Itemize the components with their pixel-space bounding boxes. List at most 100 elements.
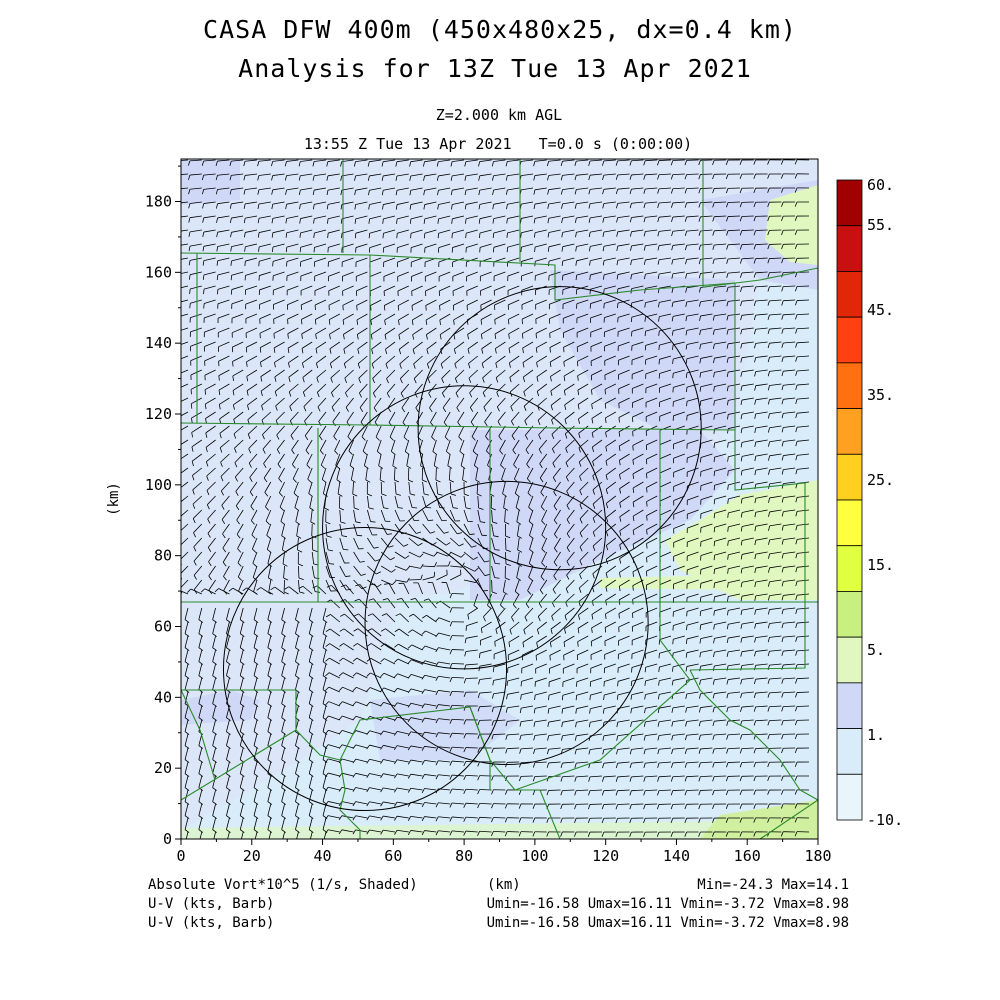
wind-barb-flag: [781, 595, 784, 601]
wind-barb-shaft: [390, 439, 396, 452]
wind-barb-shaft: [686, 271, 699, 275]
wind-barb-flag: [422, 479, 428, 483]
wind-barb-shaft: [541, 523, 548, 536]
wind-barb-shaft: [208, 551, 216, 562]
wind-barb-flag: [601, 790, 605, 796]
wind-barb-shaft: [755, 453, 768, 457]
wind-barb-shaft: [646, 481, 658, 488]
wind-barb-shaft: [755, 635, 768, 638]
wind-barb-shaft: [769, 467, 782, 471]
wind-barb-flag: [370, 521, 376, 523]
wind-barb-flag: [712, 790, 715, 796]
wind-barb-flag: [198, 619, 204, 623]
wind-barb-shaft: [343, 628, 354, 637]
wind-barb-shaft: [328, 758, 340, 763]
wind-barb-shaft: [755, 327, 768, 330]
wind-barb-shaft: [551, 607, 561, 617]
wind-barb-flag: [324, 701, 329, 706]
wind-barb-shaft: [741, 537, 754, 541]
wind-barb-flag: [538, 449, 542, 454]
wind-barb-flag: [533, 735, 536, 741]
wind-barb-shaft: [226, 663, 230, 676]
wind-barb-shaft: [673, 635, 685, 640]
wind-barb-flag: [781, 511, 784, 517]
wind-barb-shaft: [203, 173, 216, 176]
wind-barb-flag: [548, 695, 550, 701]
wind-barb-flag: [283, 591, 289, 595]
wind-barb-flag: [324, 815, 329, 821]
wind-barb-flag: [399, 363, 402, 369]
wind-barb-shaft: [659, 635, 672, 640]
wind-barb-flag: [740, 470, 743, 476]
wind-barb-flag: [481, 348, 484, 354]
wind-barb-shaft: [659, 355, 672, 360]
wind-barb-flag: [630, 245, 632, 251]
wind-barb-flag: [754, 637, 757, 643]
wind-barb-flag: [754, 651, 757, 657]
wind-barb-shaft: [605, 565, 617, 574]
wind-barb-flag: [366, 787, 370, 793]
wind-barb-shaft: [362, 439, 368, 452]
wind-barb-shaft: [714, 705, 727, 708]
wind-barb-flag: [407, 717, 412, 722]
wind-barb-flag: [463, 733, 467, 739]
wind-barb-shaft: [603, 243, 616, 247]
wind-barb-shaft: [562, 257, 575, 262]
wind-barb-flag: [517, 535, 522, 539]
wind-barb-shaft: [341, 786, 354, 791]
wind-barb-flag: [767, 720, 770, 726]
wind-barb-shaft: [410, 745, 423, 749]
wind-barb-flag: [220, 461, 223, 467]
wind-barb-flag: [325, 521, 331, 525]
wind-barb-flag: [442, 407, 447, 413]
wind-barb-shaft: [442, 397, 451, 408]
wind-barb-shaft: [452, 159, 465, 163]
wind-barb-shaft: [424, 774, 437, 777]
wind-barb-shaft: [203, 215, 216, 219]
wind-barb-flag: [504, 789, 508, 795]
wind-barb-flag: [781, 385, 784, 391]
wind-barb-shaft: [219, 425, 230, 434]
wind-barb-shaft: [510, 397, 520, 407]
wind-barb-shaft: [479, 215, 492, 220]
wind-barb-flag: [795, 692, 798, 698]
wind-barb-flag: [366, 643, 372, 647]
wind-barb-shaft: [524, 411, 534, 421]
wind-barb-flag: [670, 188, 674, 194]
wind-barb-flag: [753, 679, 757, 685]
wind-barb-shaft: [412, 629, 423, 637]
colorbar-label: -10.: [867, 811, 903, 829]
wind-barb-flag: [478, 190, 481, 196]
wind-barb-flag: [328, 319, 331, 325]
wind-barb-flag: [524, 616, 528, 622]
wind-barb-shaft: [673, 621, 685, 626]
wind-barb-shaft: [189, 187, 202, 190]
wind-barb-flag: [267, 773, 273, 777]
wind-barb-flag: [215, 189, 218, 195]
wind-barb-flag: [413, 363, 416, 369]
wind-barb-flag: [215, 160, 218, 166]
wind-barb-flag: [698, 202, 701, 208]
wind-barb-flag: [539, 589, 544, 595]
wind-barb-flag: [351, 479, 356, 483]
wind-barb-shaft: [300, 285, 313, 291]
wind-barb-shaft: [451, 704, 465, 707]
wind-barb-shaft: [233, 397, 244, 406]
wind-barb-flag: [429, 407, 433, 413]
wind-barb-flag: [606, 531, 609, 537]
wind-barb-shaft: [769, 621, 782, 624]
wind-barb-flag: [352, 815, 356, 821]
wind-barb-shaft: [576, 215, 589, 219]
wind-barb-flag: [338, 787, 343, 792]
wind-barb-flag: [522, 376, 526, 383]
wind-barb-shaft: [797, 621, 810, 624]
wind-barb-flag: [298, 189, 301, 195]
wind-barb-flag: [299, 204, 301, 210]
wind-barb-flag: [319, 450, 324, 455]
wind-barb-flag: [407, 674, 412, 679]
wind-barb-shaft: [438, 173, 451, 177]
wind-barb-flag: [381, 613, 387, 617]
wind-barb-flag: [496, 392, 499, 398]
wind-barb-shaft: [700, 649, 713, 653]
wind-barb-shaft: [700, 187, 713, 189]
